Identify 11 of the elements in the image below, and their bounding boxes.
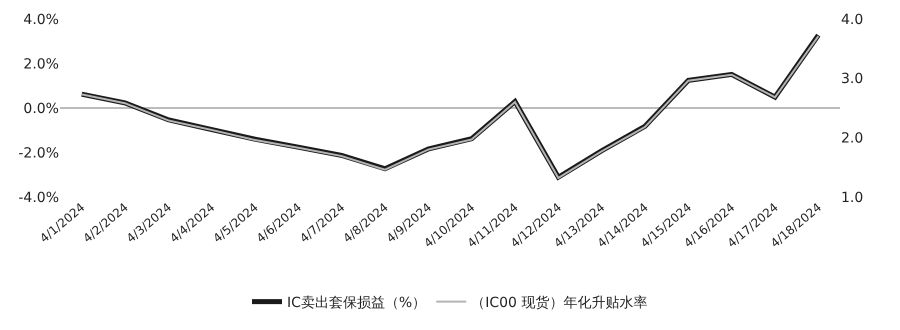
legend-label: （IC00 现货）年化升贴水率: [471, 295, 648, 312]
y2-tick-label: 2.0: [841, 130, 864, 147]
y-tick-label: 4.0%: [23, 12, 59, 28]
y-tick-label: -4.0%: [18, 190, 59, 206]
y2-tick-label: 3.0: [841, 71, 864, 88]
y-tick-label: 2.0%: [23, 56, 59, 72]
y-tick-label: -2.0%: [18, 145, 59, 162]
y2-tick-label: 4.0: [841, 12, 864, 28]
legend-label: IC卖出套保损益（%）: [287, 295, 426, 312]
y-tick-label: 0.0%: [23, 100, 59, 117]
y2-tick-label: 1.0: [841, 190, 864, 206]
